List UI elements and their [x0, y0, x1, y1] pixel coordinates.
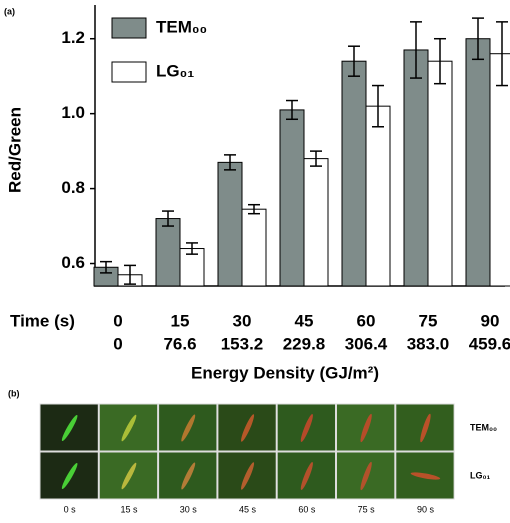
error-bar: [410, 21, 422, 79]
legend-label: TEM₀₀: [156, 17, 207, 36]
cell-streak: [410, 472, 441, 480]
x-tick-label: 15: [171, 311, 190, 330]
legend-swatch: [111, 61, 147, 83]
energy-label: 306.4: [345, 334, 388, 353]
col-label: 75 s: [358, 504, 376, 514]
error-bar: [100, 260, 112, 274]
row-label: LG₀₁: [470, 470, 491, 480]
error-bar: [186, 242, 198, 255]
energy-label: 76.6: [163, 334, 196, 353]
cell-streak: [61, 414, 78, 442]
energy-label: 459.6: [469, 334, 510, 353]
bar: [279, 109, 305, 287]
bar: [241, 208, 267, 287]
error-bar: [496, 21, 508, 87]
error-bar: [248, 203, 260, 215]
panel-label: (a): [4, 6, 15, 16]
y-axis-label: Red/Green: [5, 107, 24, 193]
panel-label: (b): [8, 388, 20, 398]
cell-streak: [300, 462, 313, 490]
col-label: 90 s: [417, 504, 435, 514]
cell-streak: [181, 462, 196, 490]
error-bar: [224, 154, 236, 171]
bar: [155, 218, 181, 287]
cell-streak: [61, 462, 78, 490]
x-row-label: Time (s): [10, 311, 75, 330]
bar: [465, 38, 491, 287]
col-label: 0 s: [64, 504, 77, 514]
cell-streak: [121, 462, 137, 490]
bar: [341, 60, 367, 287]
cell-streak: [360, 461, 372, 491]
col-label: 15 s: [120, 504, 138, 514]
col-label: 30 s: [180, 504, 198, 514]
energy-label: 383.0: [407, 334, 450, 353]
energy-label: 153.2: [221, 334, 264, 353]
cell-streak: [360, 413, 372, 443]
error-bar: [310, 150, 322, 167]
x-tick-label: 60: [357, 311, 376, 330]
x-tick-label: 90: [481, 311, 500, 330]
x-tick-label: 45: [295, 311, 314, 330]
bar: [303, 158, 329, 287]
x-tick-label: 0: [113, 311, 122, 330]
error-bar: [434, 37, 446, 85]
bar: [217, 161, 243, 287]
cell-streak: [121, 414, 137, 442]
bar: [365, 105, 391, 287]
y-tick-label: 0.6: [61, 253, 85, 272]
error-bar: [372, 84, 384, 128]
error-bar: [162, 210, 174, 227]
error-bar: [348, 45, 360, 77]
legend-swatch: [111, 17, 147, 39]
legend-label: LG₀₁: [156, 61, 194, 80]
y-tick-label: 0.8: [61, 178, 85, 197]
bar: [427, 60, 453, 287]
x-axis-label: Energy Density (GJ/m²): [191, 363, 379, 382]
cell-streak: [181, 414, 196, 442]
cell-streak: [241, 462, 255, 490]
y-tick-label: 1.2: [61, 28, 85, 47]
y-tick-label: 1.0: [61, 103, 85, 122]
error-bar: [286, 99, 298, 121]
error-bar: [472, 17, 484, 61]
col-label: 45 s: [239, 504, 257, 514]
x-tick-label: 30: [233, 311, 252, 330]
col-label: 60 s: [298, 504, 316, 514]
bar: [403, 49, 429, 287]
row-label: TEM₀₀: [470, 422, 497, 432]
energy-label: 0: [113, 334, 122, 353]
energy-label: 229.8: [283, 334, 326, 353]
cell-streak: [300, 414, 313, 442]
cell-streak: [241, 414, 255, 442]
bar: [489, 53, 510, 287]
x-tick-label: 75: [419, 311, 438, 330]
error-bar: [124, 264, 136, 285]
cell-streak: [420, 413, 431, 443]
